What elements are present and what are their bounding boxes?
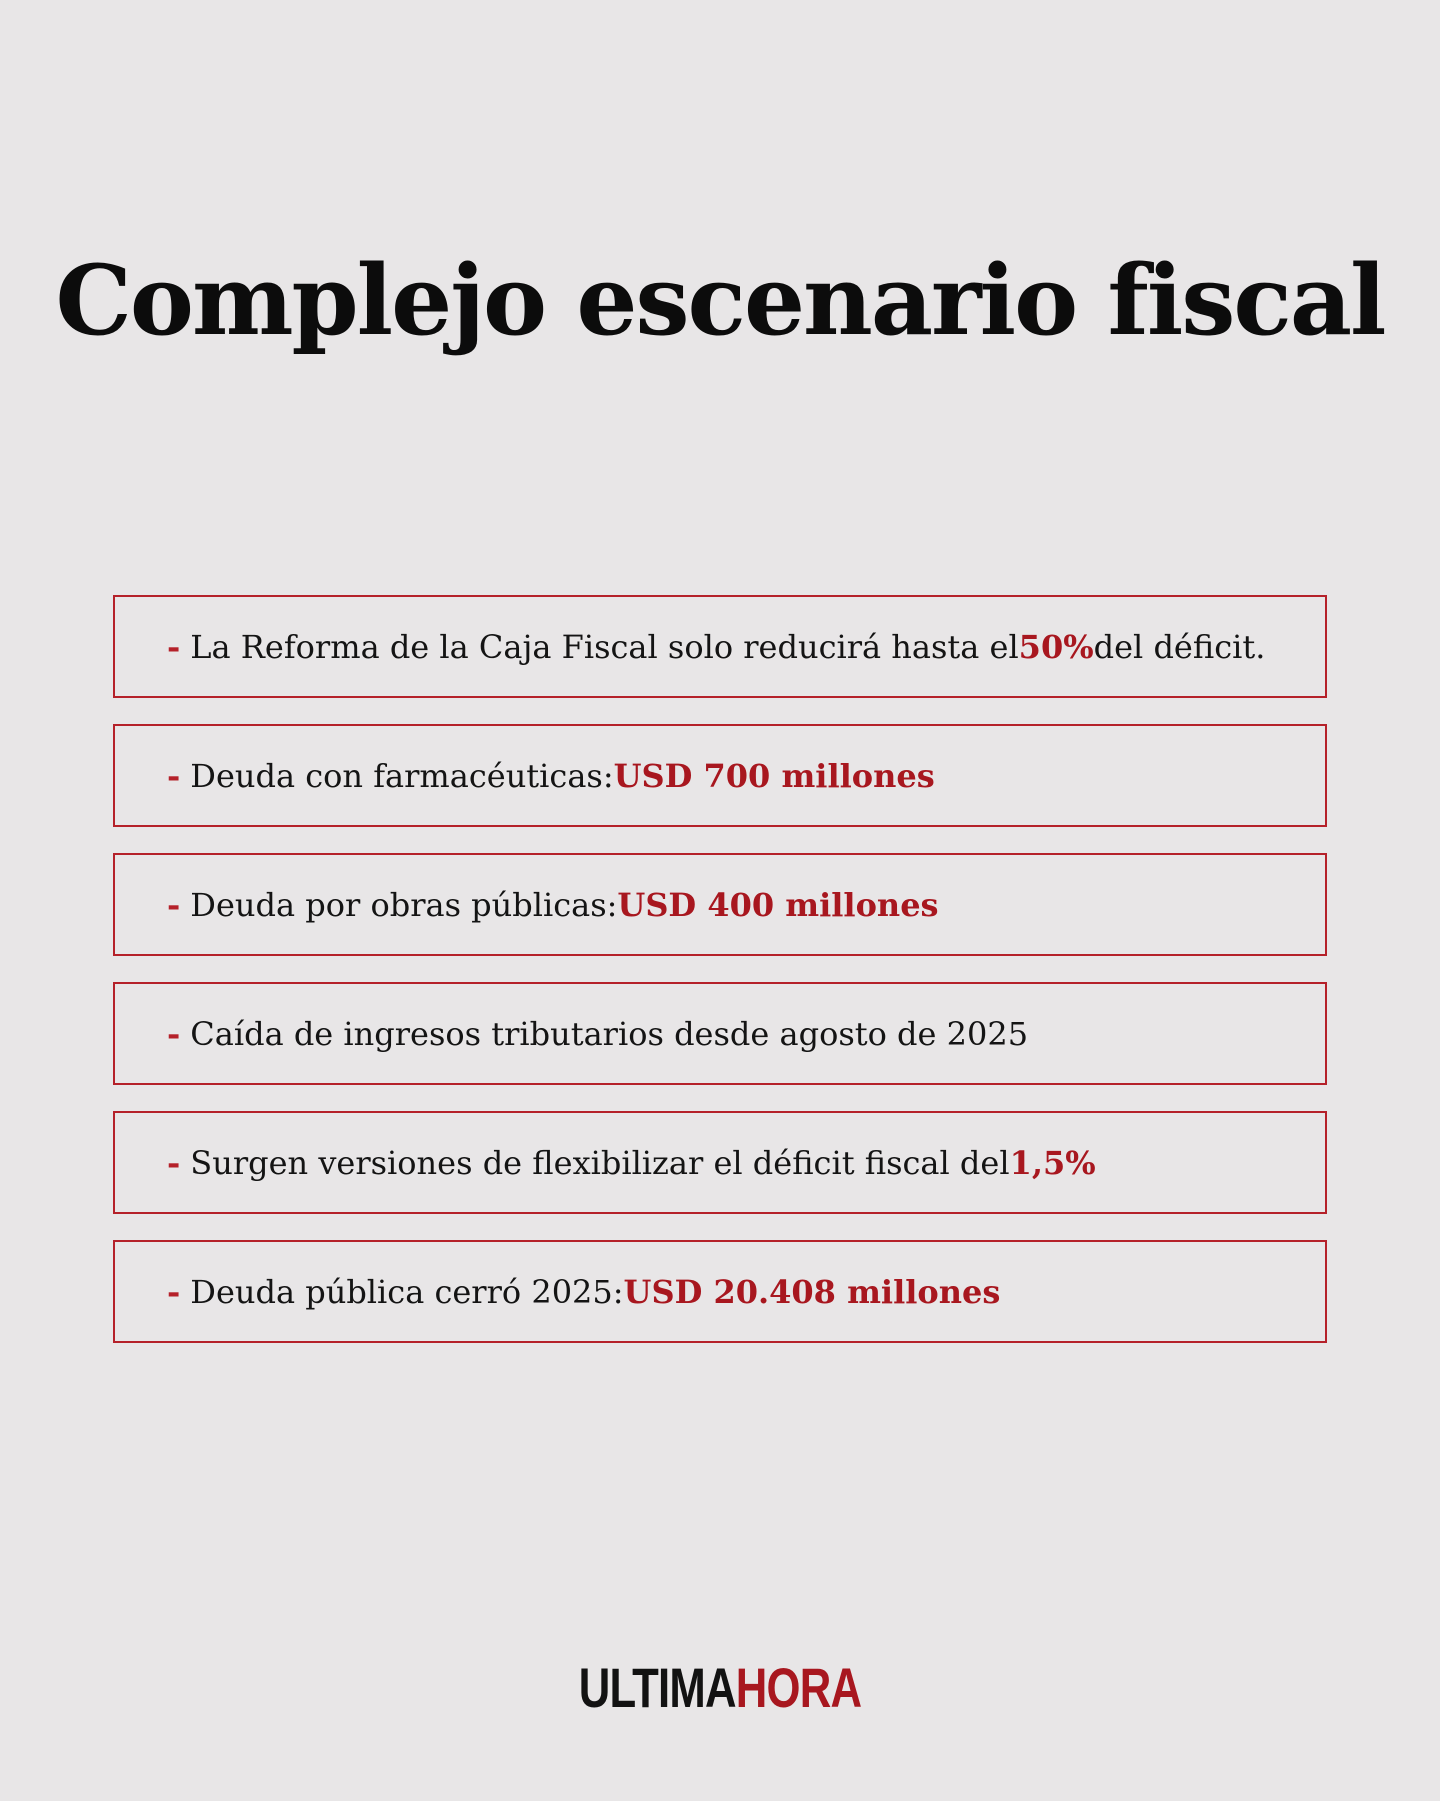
logo-part-hora: HORA bbox=[735, 1656, 862, 1719]
fact-list: - La Reforma de la Caja Fiscal solo reduc… bbox=[113, 595, 1327, 1369]
brand-logo: ULTIMAHORA bbox=[158, 1660, 1281, 1716]
fact-text: Deuda por obras públicas: bbox=[190, 885, 618, 924]
bullet-dash: - bbox=[167, 627, 181, 666]
bullet-dash: - bbox=[167, 1143, 181, 1182]
fact-text: La Reforma de la Caja Fiscal solo reduci… bbox=[190, 627, 1019, 666]
page-title: Complejo escenario fiscal bbox=[55, 244, 1387, 357]
fact-text: Deuda con farmacéuticas: bbox=[190, 756, 614, 795]
fact-highlight: 1,5% bbox=[1009, 1143, 1096, 1182]
fact-item-public-works-debt: - Deuda por obras públicas: USD 400 millo… bbox=[113, 853, 1327, 956]
fact-highlight: USD 20.408 millones bbox=[623, 1272, 1001, 1311]
fact-text: Caída de ingresos tributarios desde agos… bbox=[190, 1014, 1029, 1053]
fact-text: Deuda pública cerró 2025: bbox=[190, 1272, 624, 1311]
bullet-dash: - bbox=[167, 885, 181, 924]
bullet-dash: - bbox=[167, 1272, 181, 1311]
bullet-dash: - bbox=[167, 1014, 181, 1053]
fact-item-tax-revenue-drop: - Caída de ingresos tributarios desde ago… bbox=[113, 982, 1327, 1085]
logo-part-ultima: ULTIMA bbox=[578, 1656, 737, 1719]
fact-item-public-debt: - Deuda pública cerró 2025: USD 20.408 mi… bbox=[113, 1240, 1327, 1343]
fact-item-deficit-reduction: - La Reforma de la Caja Fiscal solo reduc… bbox=[113, 595, 1327, 698]
fact-text: Surgen versiones de flexibilizar el défi… bbox=[190, 1143, 1010, 1182]
fact-highlight: USD 400 millones bbox=[617, 885, 939, 924]
fact-item-deficit-flexibility: - Surgen versiones de flexibilizar el déf… bbox=[113, 1111, 1327, 1214]
fact-item-pharma-debt: - Deuda con farmacéuticas: USD 700 millon… bbox=[113, 724, 1327, 827]
bullet-dash: - bbox=[167, 756, 181, 795]
fact-highlight: 50% bbox=[1018, 627, 1094, 666]
fact-text-after: del déficit. bbox=[1093, 627, 1266, 666]
fact-highlight: USD 700 millones bbox=[613, 756, 935, 795]
